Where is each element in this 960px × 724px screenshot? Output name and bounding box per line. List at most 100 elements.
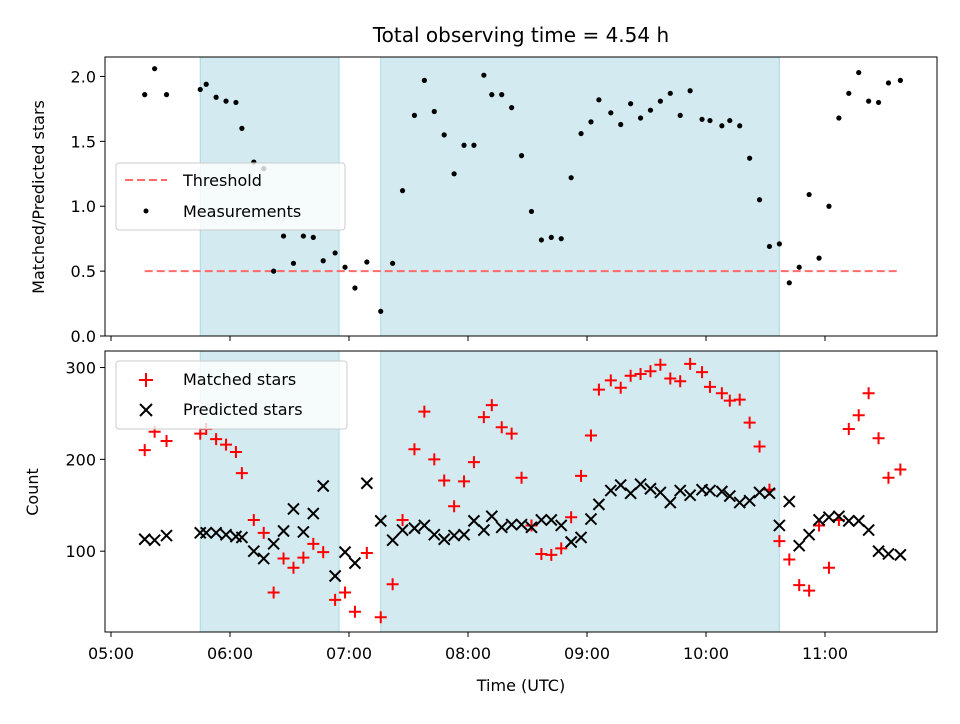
matched-point xyxy=(753,440,766,453)
predicted-point xyxy=(160,529,173,542)
predicted-point xyxy=(386,533,399,547)
measurement-point xyxy=(233,99,239,106)
matched-point xyxy=(235,467,248,480)
measurement-point xyxy=(390,260,396,266)
legend-measurements-label: Measurements xyxy=(183,202,301,221)
predicted-point xyxy=(555,519,568,532)
measurement-point xyxy=(300,233,306,239)
predicted-point xyxy=(842,514,856,528)
measurement-point xyxy=(471,142,477,148)
predicted-point xyxy=(715,485,729,498)
top-ytick-label: 2.0 xyxy=(71,67,96,86)
measurement-point xyxy=(197,86,203,93)
predicted-point xyxy=(545,513,558,527)
predicted-point xyxy=(477,523,491,537)
predicted-point xyxy=(584,512,598,526)
measurement-point xyxy=(280,233,287,239)
matched-point xyxy=(428,453,441,466)
top-legend-box xyxy=(115,162,346,231)
predicted-point xyxy=(515,518,528,531)
matched-point xyxy=(773,535,786,548)
top-legend: Threshold Measurements xyxy=(115,162,346,231)
matched-point xyxy=(654,358,667,371)
predicted-point xyxy=(374,514,387,528)
predicted-point xyxy=(753,486,766,499)
matched-point xyxy=(210,433,223,446)
measurement-point xyxy=(489,92,495,98)
predicted-point xyxy=(297,525,310,539)
predicted-point xyxy=(199,526,213,540)
measurement-point xyxy=(441,132,447,138)
measurement-point xyxy=(687,88,693,94)
figure-title: Total observing time = 4.54 h xyxy=(372,23,669,47)
legend-predicted-swatch xyxy=(139,403,153,417)
measurement-point xyxy=(707,117,713,124)
predicted-point xyxy=(307,507,320,520)
measurement-point xyxy=(647,107,654,113)
measurement-point xyxy=(897,77,903,83)
predicted-point xyxy=(604,484,618,497)
predicted-point xyxy=(862,523,875,537)
matched-point xyxy=(882,471,895,484)
bottom-xlabel: Time (UTC) xyxy=(476,676,565,695)
predicted-point xyxy=(743,494,756,507)
measurement-point xyxy=(142,92,148,98)
measurement-point xyxy=(223,98,229,104)
top-ytick-label: 1.5 xyxy=(71,132,96,151)
predicted-point xyxy=(852,514,865,528)
matched-point xyxy=(287,561,300,574)
matched-point xyxy=(257,526,270,539)
measurement-point xyxy=(776,241,782,247)
predicted-point xyxy=(209,526,223,540)
measurement-point xyxy=(699,116,705,122)
matched-point xyxy=(545,548,558,561)
matched-point xyxy=(339,586,352,599)
matched-point xyxy=(872,432,885,445)
measurement-point xyxy=(756,197,763,203)
matched-point xyxy=(515,471,528,484)
measurement-point xyxy=(461,142,467,148)
matched-point xyxy=(386,578,399,591)
measurement-point xyxy=(290,260,297,266)
measurement-point xyxy=(806,191,812,198)
matched-point xyxy=(555,542,568,555)
measurement-point xyxy=(558,236,564,242)
measurement-point xyxy=(152,66,158,72)
matched-point xyxy=(267,586,280,599)
predicted-point xyxy=(437,533,451,546)
predicted-point xyxy=(247,544,261,558)
bottom-legend: Matched stars Predicted stars xyxy=(115,360,348,430)
top-measurement-points xyxy=(142,66,903,314)
matched-point xyxy=(360,547,373,560)
measurement-point xyxy=(518,153,525,159)
predicted-point xyxy=(773,519,786,532)
bottom-xtick-label: 10:00 xyxy=(683,644,729,663)
measurement-point xyxy=(826,203,832,209)
predicted-point xyxy=(872,544,885,558)
predicted-point xyxy=(328,569,342,583)
predicted-point xyxy=(793,539,806,552)
bottom-xtick-label: 06:00 xyxy=(207,644,253,663)
matched-point xyxy=(348,605,361,618)
top-y-ticks: 0.0 0.5 1.0 1.5 2.0 xyxy=(71,67,105,346)
measurement-point xyxy=(657,98,663,104)
predicted-point xyxy=(832,510,846,523)
predicted-point xyxy=(703,484,717,497)
measurement-point xyxy=(866,98,872,104)
measurement-point xyxy=(796,264,802,270)
matched-point xyxy=(703,380,716,393)
matched-point xyxy=(743,416,756,429)
matched-point xyxy=(634,367,647,380)
predicted-point xyxy=(614,478,627,492)
measurement-point xyxy=(411,112,418,118)
measurement-point xyxy=(608,110,614,116)
top-ylabel: Matched/Predicted stars xyxy=(29,100,48,294)
measurement-point xyxy=(637,115,644,121)
predicted-point xyxy=(644,482,657,495)
matched-point xyxy=(438,474,451,487)
predicted-point xyxy=(148,533,161,547)
measurement-point xyxy=(271,268,277,274)
matched-point xyxy=(220,438,233,451)
top-x-ticks xyxy=(110,336,826,341)
top-ytick-label: 0.0 xyxy=(71,327,96,346)
